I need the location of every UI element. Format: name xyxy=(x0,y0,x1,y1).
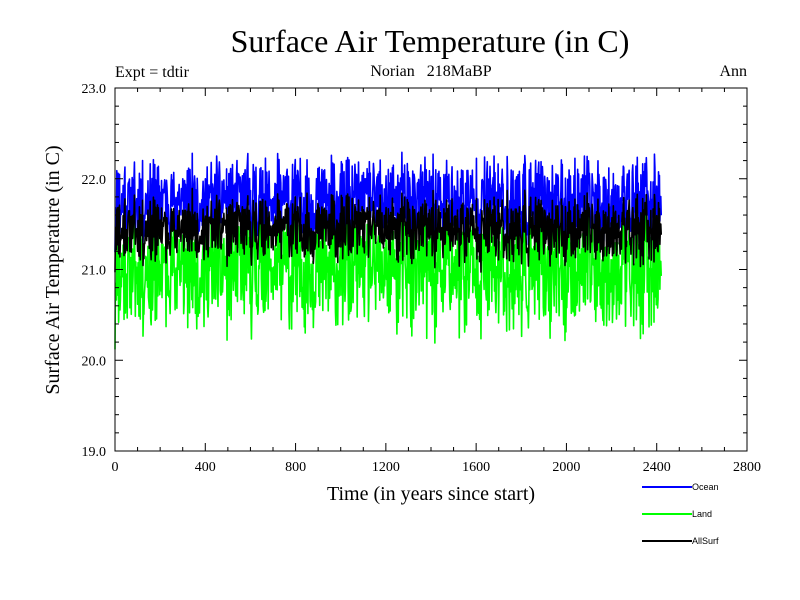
y-tick-label: 20.0 xyxy=(82,354,107,369)
x-tick-label: 400 xyxy=(195,460,216,475)
x-tick-label: 0 xyxy=(112,460,119,475)
legend-label-ocean: Ocean xyxy=(692,482,719,492)
chart-title: Surface Air Temperature (in C) xyxy=(231,23,630,59)
y-axis-label: Surface Air Temperature (in C) xyxy=(42,145,64,394)
y-tick-label: 23.0 xyxy=(82,82,107,97)
season-label: Ann xyxy=(719,63,747,80)
axis-layer: 0 400 800 1200 1600 2000 2400 2800 19.0 20.0 21.0 2… xyxy=(82,82,762,475)
x-tick-label: 2800 xyxy=(733,460,761,475)
plot-frame xyxy=(114,87,748,452)
legend-label-land: Land xyxy=(692,509,712,519)
x-tick-label: 1600 xyxy=(462,460,490,475)
experiment-label: Expt = tdtir xyxy=(115,64,190,81)
series-allsurf-line xyxy=(114,187,663,273)
legend-label-allsurf: AllSurf xyxy=(692,536,719,546)
x-tick-label: 2000 xyxy=(552,460,580,475)
x-tick-label: 1200 xyxy=(372,460,400,475)
series-land-line xyxy=(114,193,663,350)
y-tick-label: 22.0 xyxy=(82,173,107,188)
y-tick-label: 19.0 xyxy=(82,445,107,460)
series-layer xyxy=(114,151,663,350)
period-label: Norian 218MaBP xyxy=(370,63,491,80)
x-axis-label: Time (in years since start) xyxy=(327,483,535,505)
x-tick-label: 2400 xyxy=(643,460,671,475)
legend: Ocean Land AllSurf xyxy=(642,482,719,546)
x-tick-label: 800 xyxy=(285,460,306,475)
y-tick-label: 21.0 xyxy=(82,264,107,279)
series-ocean-line xyxy=(114,151,663,255)
